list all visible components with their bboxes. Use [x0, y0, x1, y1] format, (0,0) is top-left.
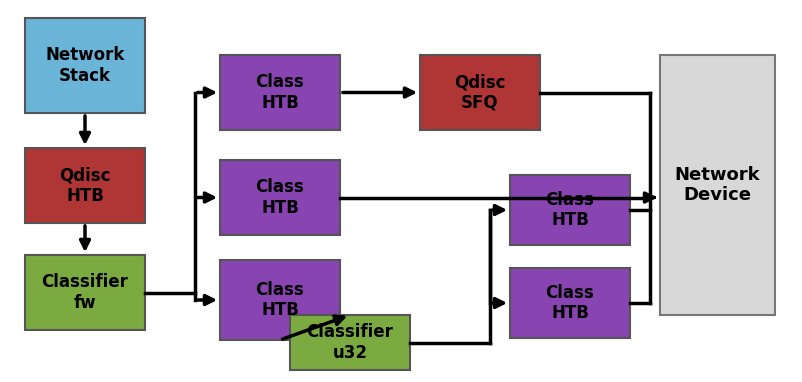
Text: Class
HTB: Class HTB	[256, 281, 305, 319]
Bar	[25, 18, 145, 113]
Bar	[25, 148, 145, 223]
Text: Network
Stack: Network Stack	[45, 46, 124, 85]
Bar	[420, 55, 540, 130]
Text: Class
HTB: Class HTB	[545, 283, 594, 322]
Text: Network
Device: Network Device	[674, 166, 760, 204]
Text: Classifier
u32: Classifier u32	[306, 323, 394, 362]
Bar	[510, 268, 630, 338]
Bar	[25, 255, 145, 330]
Bar	[220, 160, 340, 235]
Bar	[220, 260, 340, 340]
Bar	[290, 315, 410, 370]
Bar	[510, 175, 630, 245]
Text: Qdisc
HTB: Qdisc HTB	[59, 166, 111, 205]
Text: Class
HTB: Class HTB	[256, 178, 305, 217]
Text: Qdisc
SFQ: Qdisc SFQ	[454, 73, 506, 112]
Text: Class
HTB: Class HTB	[545, 191, 594, 230]
Text: Class
HTB: Class HTB	[256, 73, 305, 112]
Bar	[220, 55, 340, 130]
Text: Classifier
fw: Classifier fw	[42, 273, 128, 312]
Bar	[660, 55, 775, 315]
